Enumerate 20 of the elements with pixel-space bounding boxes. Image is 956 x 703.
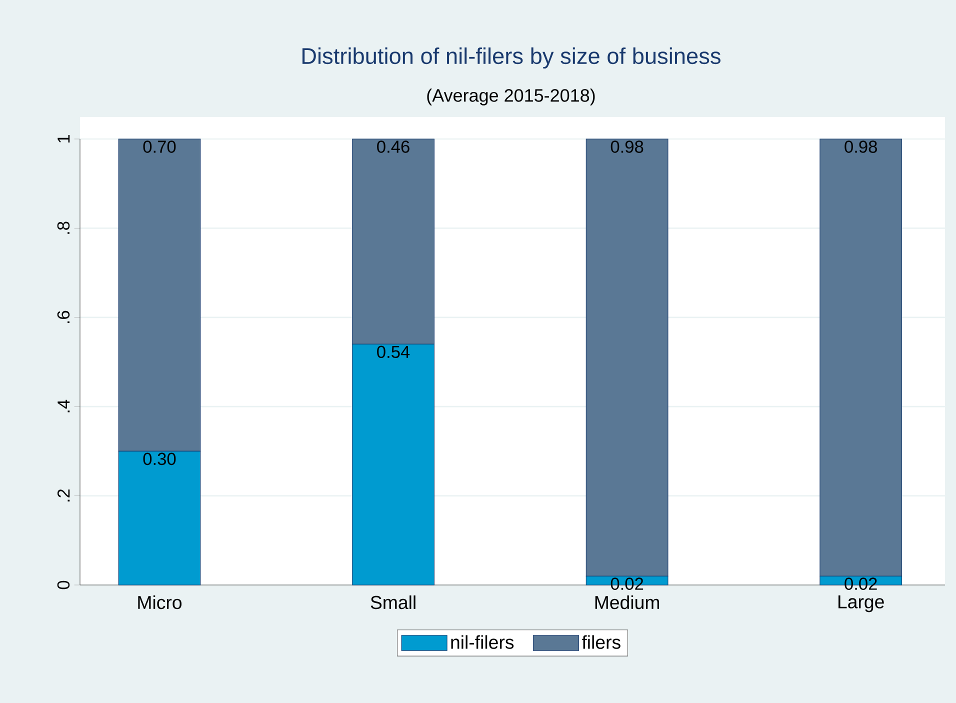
y-tick-label: .8 (57, 222, 70, 234)
data-label: 0.46 (377, 140, 410, 153)
x-tick-label: Small (370, 595, 416, 610)
x-tick-label: Large (838, 595, 884, 612)
y-tick-label: 0 (57, 580, 70, 590)
y-tick-label: .4 (58, 400, 70, 412)
chart-title: Distribution of nil-filers by size of business (302, 47, 720, 69)
chart-subtitle: (Average 2015-2018) (427, 88, 595, 106)
x-tick-label: Micro (138, 595, 182, 610)
legend-label: nil-filers (451, 635, 514, 649)
x-tick-label: Medium (595, 595, 660, 610)
legend-label: filers (582, 635, 620, 649)
data-label: 0.70 (143, 140, 176, 153)
data-label: 0.98 (844, 140, 877, 153)
y-tick-label: .2 (57, 489, 70, 502)
y-tick-label: 1 (58, 135, 70, 142)
data-label: 0.54 (377, 346, 410, 358)
data-label: 0.98 (610, 140, 644, 153)
data-label: 0.30 (143, 452, 176, 466)
y-tick-label: .6 (57, 310, 70, 324)
